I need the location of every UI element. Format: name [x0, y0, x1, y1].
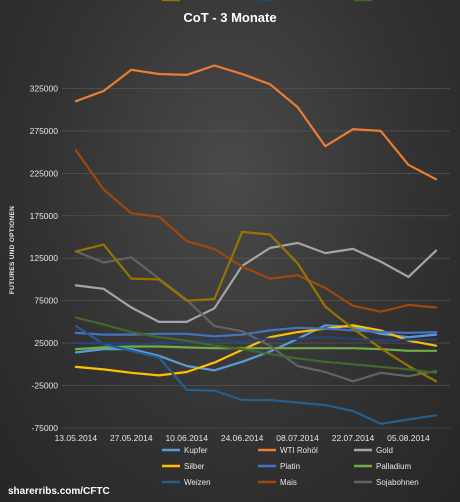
- legend-label-gold: Gold: [376, 446, 393, 455]
- x-tick-label: 22.07.2014: [332, 433, 375, 443]
- y-tick-label: 275000: [30, 126, 59, 136]
- y-axis-ticks: -75000 -25000 25000 75000 125000 175000 225000…: [30, 83, 59, 433]
- x-tick-label: 24.06.2014: [221, 433, 264, 443]
- series-line-kaffee-c: [74, 336, 438, 346]
- y-tick-label: -75000: [32, 423, 59, 433]
- legend-label-platin: Platin: [280, 462, 300, 471]
- series-line-palladium: [74, 345, 438, 352]
- series-line-wti-roh-l: [74, 64, 438, 181]
- x-tick-label: 05.08.2014: [387, 433, 430, 443]
- series-line-zucker-no11: [74, 230, 438, 383]
- legend-label-baumwolle: Baumwolle: [376, 0, 416, 2]
- legend-label-wti-roh-l: WTI Rohöl: [280, 446, 318, 455]
- y-tick-label: 225000: [30, 168, 59, 178]
- legend-label-zucker-no11: Zucker No11: [184, 0, 230, 2]
- legend-label-palladium: Palladium: [376, 462, 411, 471]
- x-tick-label: 13.05.2014: [55, 433, 98, 443]
- y-tick-label: 175000: [30, 211, 59, 221]
- series-lines: [74, 64, 438, 425]
- x-tick-label: 10.06.2014: [165, 433, 208, 443]
- series-line-gold: [74, 241, 438, 323]
- series-line-baumwolle: [74, 316, 438, 374]
- series-line-mais: [74, 149, 438, 313]
- legend-label-silber: Silber: [184, 462, 205, 471]
- x-tick-label: 27.05.2014: [110, 433, 153, 443]
- legend-label-sojabohnen: Sojabohnen: [376, 478, 419, 487]
- series-line-sojabohnen: [74, 250, 438, 383]
- legend-label-mais: Mais: [280, 478, 297, 487]
- chart-title: CoT - 3 Monate: [183, 10, 276, 25]
- x-axis-ticks: 13.05.2014 27.05.2014 10.06.2014 24.06.2014…: [55, 433, 430, 443]
- legend-label-kupfer: Kupfer: [184, 446, 208, 455]
- series-line-weizen: [74, 325, 438, 425]
- y-tick-label: 325000: [30, 83, 59, 93]
- y-axis-label: FUTURES UND OPTIONEN: [9, 206, 16, 294]
- y-tick-label: 125000: [30, 253, 59, 263]
- source-label: sharerribs.com/CFTC: [8, 486, 110, 497]
- y-tick-label: 75000: [34, 296, 58, 306]
- y-tick-label: -25000: [32, 381, 59, 391]
- legend: Kupfer WTI Rohöl Gold Silber Platin Palladium…: [162, 0, 419, 487]
- x-tick-label: 08.07.2014: [276, 433, 319, 443]
- y-tick-label: 25000: [34, 338, 58, 348]
- series-line-silber: [74, 324, 438, 377]
- series-line-platin: [74, 326, 438, 338]
- legend-label-kaffee-c: Kaffee C: [280, 0, 311, 2]
- legend-label-weizen: Weizen: [184, 478, 211, 487]
